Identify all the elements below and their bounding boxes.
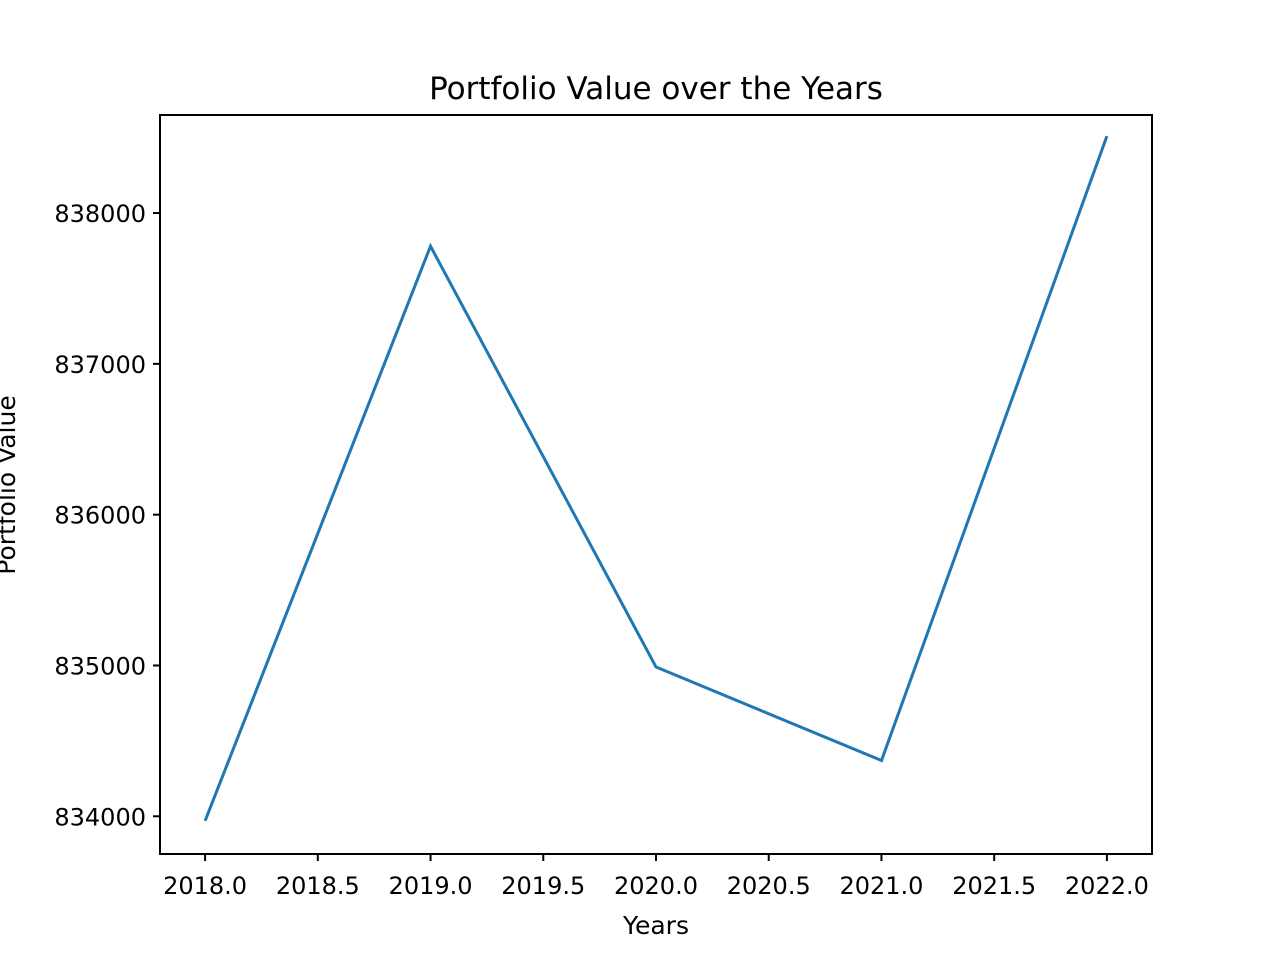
x-tick-label: 2021.0: [839, 872, 923, 900]
chart-title: Portfolio Value over the Years: [429, 71, 883, 107]
y-tick-label: 834000: [54, 803, 146, 831]
y-tick-label: 837000: [54, 351, 146, 379]
y-tick-label: 836000: [54, 502, 146, 530]
x-tick-label: 2018.5: [276, 872, 360, 900]
x-tick-label: 2022.0: [1065, 872, 1149, 900]
x-axis-ticks: 2018.0 2018.5 2019.0 2019.5 2020.0 2020.5 2021…: [163, 854, 1149, 900]
x-tick-label: 2018.0: [163, 872, 247, 900]
x-tick-label: 2020.5: [727, 872, 811, 900]
y-tick-label: 838000: [54, 200, 146, 228]
y-axis-ticks: 834000 835000 836000 837000 838000: [54, 200, 160, 831]
x-tick-label: 2021.5: [952, 872, 1036, 900]
y-tick-label: 835000: [54, 652, 146, 680]
y-axis-label: Portfolio Value: [0, 395, 21, 574]
x-tick-label: 2019.5: [501, 872, 585, 900]
x-axis-label: Years: [622, 911, 689, 940]
x-tick-label: 2020.0: [614, 872, 698, 900]
plot-area-frame: [159, 114, 1153, 855]
portfolio-value-line: [203, 135, 1109, 822]
x-tick-label: 2019.0: [389, 872, 473, 900]
